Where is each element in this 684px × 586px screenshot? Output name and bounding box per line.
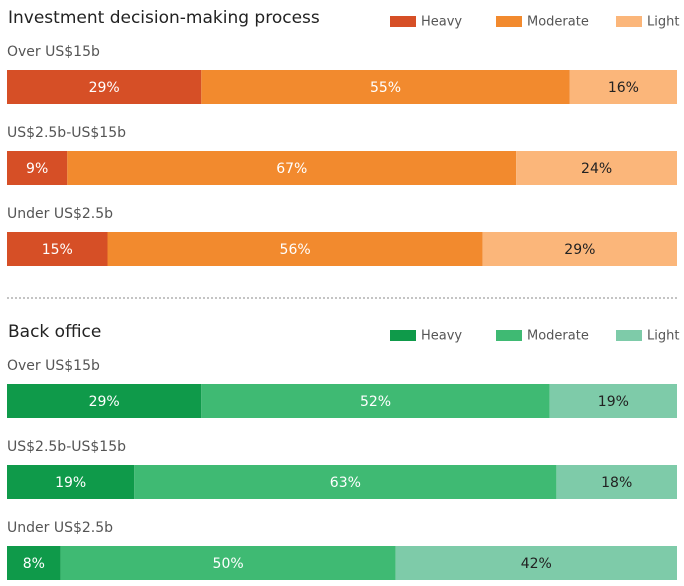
legend-swatch [390, 16, 416, 27]
value-label: 52% [360, 394, 391, 410]
legend-label: Light [647, 329, 679, 344]
value-label: 42% [521, 556, 552, 572]
legend-label: Light [647, 15, 679, 30]
value-label: 55% [370, 80, 401, 96]
category-label: US$2.5b-US$15b [7, 439, 126, 455]
value-label: 67% [276, 161, 307, 177]
bar-segment [7, 465, 135, 499]
value-label: 29% [89, 394, 120, 410]
value-label: 29% [564, 242, 595, 258]
bar-segment [556, 465, 677, 499]
legend-label: Moderate [527, 329, 589, 344]
bar-segment [7, 151, 68, 185]
category-label: Under US$2.5b [7, 206, 113, 222]
bar-segment [569, 70, 677, 104]
legend-label: Moderate [527, 15, 589, 30]
bar-segment [395, 546, 677, 580]
value-label: 19% [598, 394, 629, 410]
legend-label: Heavy [421, 15, 462, 30]
bar-segment [516, 151, 677, 185]
bar-segment [201, 70, 570, 104]
bar-segment [7, 232, 108, 266]
bar-segment [134, 465, 557, 499]
category-label: Under US$2.5b [7, 520, 113, 536]
value-label: 63% [330, 475, 361, 491]
legend-label: Heavy [421, 329, 462, 344]
value-label: 16% [608, 80, 639, 96]
value-label: 9% [26, 161, 48, 177]
category-label: Over US$15b [7, 44, 100, 60]
value-label: 18% [601, 475, 632, 491]
legend-swatch [616, 16, 642, 27]
value-label: 8% [23, 556, 45, 572]
bar-segment [7, 384, 202, 418]
bar-segment [7, 70, 202, 104]
category-label: Over US$15b [7, 358, 100, 374]
value-label: 56% [280, 242, 311, 258]
bar-segment [107, 232, 483, 266]
bar-segment [67, 151, 517, 185]
value-label: 24% [581, 161, 612, 177]
bar-segment [201, 384, 550, 418]
category-label: US$2.5b-US$15b [7, 125, 126, 141]
legend-swatch [496, 16, 522, 27]
value-label: 15% [42, 242, 73, 258]
chart-title: Back office [8, 322, 101, 342]
legend-swatch [390, 330, 416, 341]
legend-swatch [496, 330, 522, 341]
chart-title: Investment decision-making process [8, 8, 320, 28]
value-label: 50% [213, 556, 244, 572]
value-label: 29% [89, 80, 120, 96]
bar-segment [482, 232, 677, 266]
bar-segment [7, 546, 61, 580]
value-label: 19% [55, 475, 86, 491]
bar-segment [549, 384, 677, 418]
bar-segment [60, 546, 396, 580]
legend-swatch [616, 330, 642, 341]
